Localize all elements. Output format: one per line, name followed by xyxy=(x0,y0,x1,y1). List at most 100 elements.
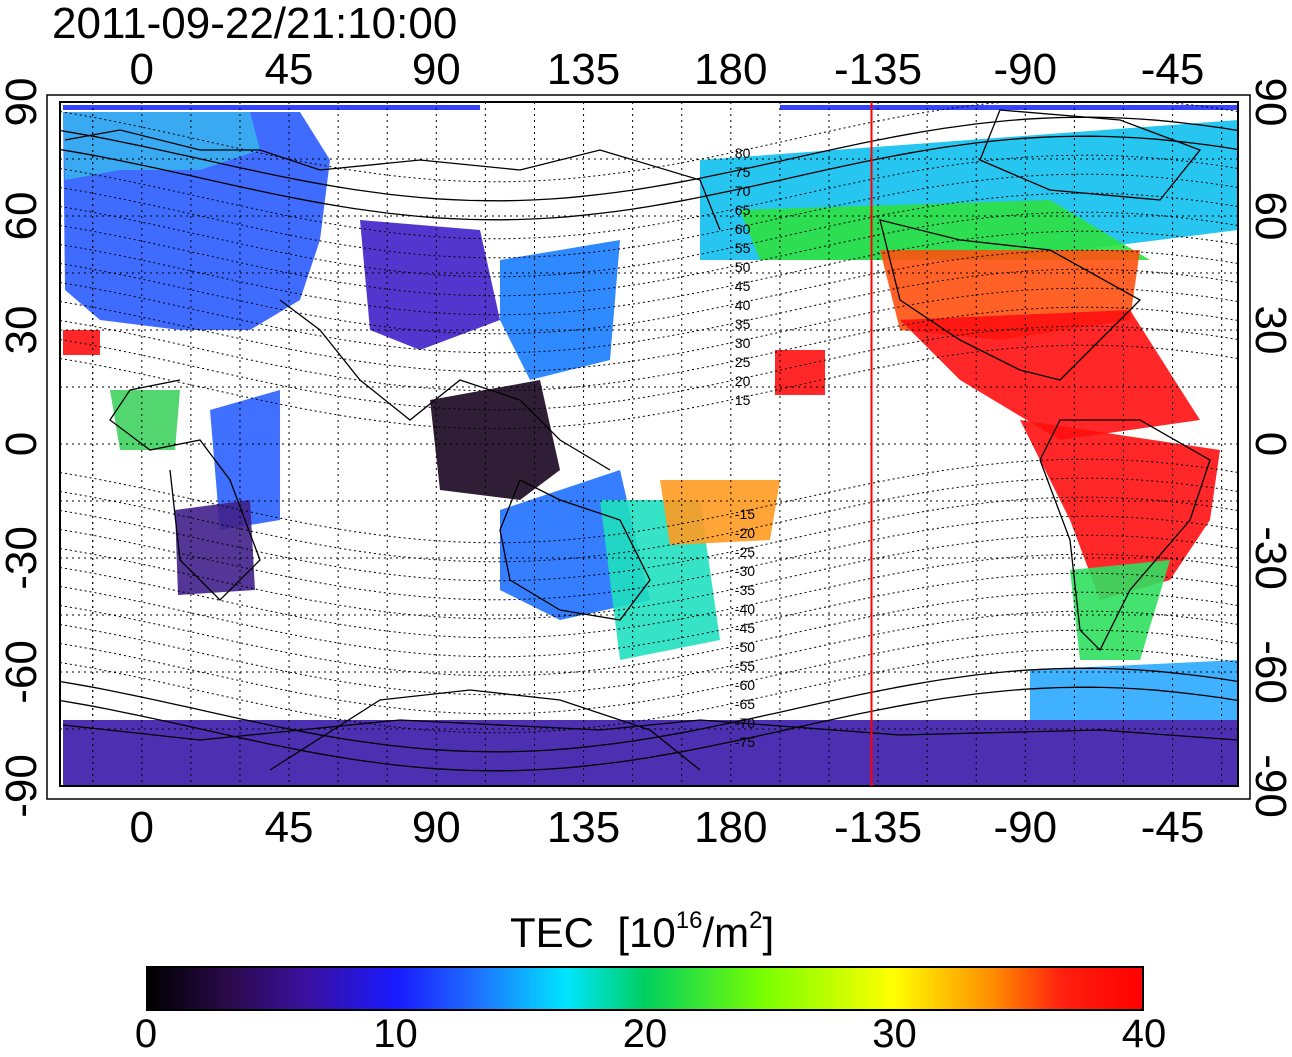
tec-pacific-red xyxy=(775,350,825,395)
magnetic-latitude-contour xyxy=(59,192,1239,278)
magnetic-latitude-label: 50 xyxy=(735,259,751,275)
magnetic-latitude-label: -15 xyxy=(735,506,755,522)
lon-tick-bottom: 90 xyxy=(411,803,461,852)
magnetic-latitude-label: -70 xyxy=(735,715,755,731)
colorbar-tick: 20 xyxy=(622,1012,668,1056)
magnetic-latitude-label: -40 xyxy=(735,601,755,617)
colorbar-unit-exp1: 16 xyxy=(675,907,703,934)
magnetic-latitude-contour xyxy=(59,249,1239,335)
magnetic-latitude-label: -75 xyxy=(735,734,755,750)
magnetic-latitude-contour xyxy=(59,173,1239,259)
magnetic-latitude-contour xyxy=(59,648,1239,734)
lat-tick-right: -90 xyxy=(1246,754,1292,818)
magnetic-latitude-contour xyxy=(59,496,1239,582)
lon-tick-top: -90 xyxy=(993,45,1058,94)
magnetic-latitude-contour xyxy=(59,667,1239,753)
lat-tick-right: -60 xyxy=(1246,640,1292,704)
lat-tick-left: 30 xyxy=(0,305,46,355)
tec-arctic-band xyxy=(63,105,480,110)
magnetic-latitude-label: -35 xyxy=(735,582,755,598)
map-timestamp: 2011-09-22/21:10:00 xyxy=(52,0,458,48)
magnetic-latitude-label: -25 xyxy=(735,544,755,560)
lon-tick-bottom: -90 xyxy=(993,803,1058,852)
magnetic-latitude-label: 75 xyxy=(735,164,751,180)
tec-pacific-east xyxy=(660,480,780,545)
coastline xyxy=(279,299,611,471)
magnetic-latitude-contours: 80 75 70 65 60 55 50 45 40 35 30 25 20 15 -15 -20 -25 -30… xyxy=(59,101,1239,772)
magnetic-latitude-label: -30 xyxy=(735,563,755,579)
tec-south-africa xyxy=(175,500,255,595)
tec-west-africa-red xyxy=(63,330,100,355)
lat-tick-left: -60 xyxy=(0,640,46,704)
magnetic-latitude-contour xyxy=(59,154,1239,240)
coastline xyxy=(879,219,1142,381)
lat-tick-left: 0 xyxy=(0,431,46,457)
tec-canada-green xyxy=(740,200,1150,260)
magnetic-latitude-label: -45 xyxy=(735,620,755,636)
lon-tick-bottom: -45 xyxy=(1140,803,1205,852)
lat-tick-left: 60 xyxy=(0,191,46,241)
lon-tick-bottom: 180 xyxy=(694,803,768,852)
colorbar-unit-suffix: ] xyxy=(762,909,775,956)
tec-china xyxy=(430,380,560,500)
colorbar-title-text: TEC xyxy=(510,909,594,956)
tec-antarctic-ring xyxy=(63,720,1238,786)
tec-world-map: 80 75 70 65 60 55 50 45 40 35 30 25 20 15 -15 -20 -25 -30… xyxy=(46,94,1251,800)
magnetic-latitude-contour xyxy=(59,610,1239,696)
magnetic-latitude-label: -55 xyxy=(735,658,755,674)
tec-europe-north xyxy=(63,112,260,180)
magnetic-latitude-label: 70 xyxy=(735,183,751,199)
coastline xyxy=(109,379,261,601)
tec-antarctic-south-america xyxy=(1030,660,1238,720)
magnetic-latitude-contour xyxy=(59,477,1239,563)
coastline xyxy=(499,479,651,621)
magnetic-latitude-label: 35 xyxy=(735,316,751,332)
magnetic-latitude-label: 20 xyxy=(735,373,751,389)
magnetic-latitude-label: 55 xyxy=(735,240,751,256)
lon-tick-top: 180 xyxy=(694,45,768,94)
magnetic-latitude-label: 45 xyxy=(735,278,751,294)
colorbar-tick: 30 xyxy=(872,1012,917,1056)
lon-tick-top: -135 xyxy=(834,45,923,94)
lat-tick-left: -30 xyxy=(0,526,46,590)
magnetic-latitude-label: 30 xyxy=(735,335,751,351)
tec-africa-east xyxy=(210,390,280,530)
tec-arctic-north-america xyxy=(780,105,1238,110)
magnetic-latitude-contour xyxy=(59,306,1239,392)
colorbar-unit-prefix: [10 xyxy=(617,909,676,956)
coastline xyxy=(64,129,721,231)
magnetic-latitude-label: -65 xyxy=(735,696,755,712)
colorbar-tick: 40 xyxy=(1121,1012,1167,1056)
magnetic-latitude-contour xyxy=(59,458,1239,544)
colorbar xyxy=(146,966,1144,1011)
lat-tick-right: 30 xyxy=(1246,305,1292,355)
map-frame xyxy=(59,101,1239,787)
colorbar-unit-exp2: 2 xyxy=(749,907,763,934)
lat-tick-right: 0 xyxy=(1246,431,1292,457)
tec-data-layer xyxy=(63,105,1238,786)
lat-tick-left: 90 xyxy=(0,77,46,127)
lat-tick-right: 60 xyxy=(1246,191,1292,241)
lon-tick-top: 45 xyxy=(264,45,314,94)
lon-tick-bottom: 0 xyxy=(129,803,155,852)
lon-tick-top: 90 xyxy=(411,45,461,94)
magnetic-latitude-contour xyxy=(59,135,1239,221)
map-grid xyxy=(60,102,1238,786)
colorbar-tick: 0 xyxy=(134,1012,158,1056)
tec-central-america xyxy=(900,310,1200,440)
magnetic-latitude-contour xyxy=(59,572,1239,658)
lon-tick-bottom: 135 xyxy=(546,803,621,852)
lon-tick-top: 135 xyxy=(546,45,621,94)
magnetic-latitude-label: 60 xyxy=(735,221,751,237)
magnetic-latitude-contour xyxy=(59,287,1239,373)
magnetic-latitude-contour xyxy=(59,325,1239,411)
magnetic-latitude-contour xyxy=(59,534,1239,620)
outer-frame xyxy=(46,94,1251,800)
magnetic-latitude-contour xyxy=(59,211,1239,297)
tec-africa-west xyxy=(110,390,180,450)
tec-japan xyxy=(500,240,620,380)
tec-south-america xyxy=(1020,420,1220,600)
magnetic-latitude-contour xyxy=(59,116,1239,202)
colorbar-title: TEC [1016/m2] xyxy=(510,903,774,955)
lon-tick-bottom: 45 xyxy=(264,803,314,852)
